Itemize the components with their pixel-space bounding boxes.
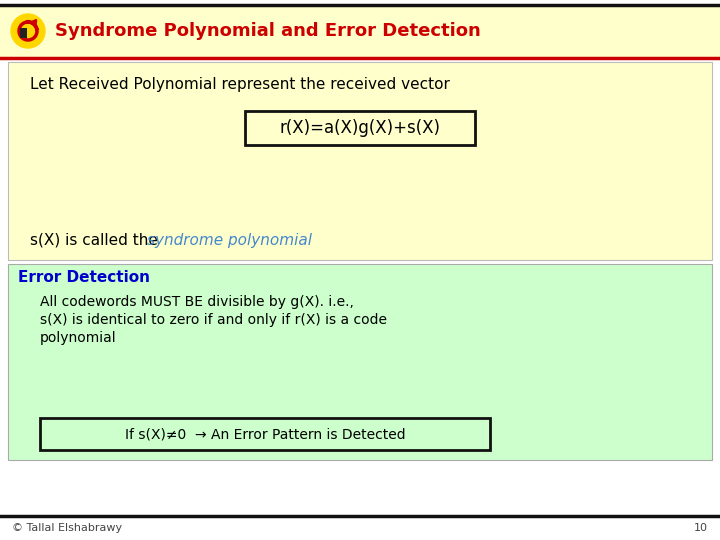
Text: © Tallal Elshabrawy: © Tallal Elshabrawy bbox=[12, 523, 122, 533]
Bar bbox=[0, 5, 720, 57]
Text: 10: 10 bbox=[694, 523, 708, 533]
Text: s(X) is identical to zero if and only if r(X) is a code: s(X) is identical to zero if and only if… bbox=[40, 313, 387, 327]
Circle shape bbox=[11, 14, 45, 48]
Text: r(X)=a(X)g(X)+s(X): r(X)=a(X)g(X)+s(X) bbox=[279, 119, 441, 137]
Bar bbox=[20, 28, 27, 38]
Bar bbox=[245, 111, 475, 145]
Text: s(X) is called the: s(X) is called the bbox=[30, 233, 163, 247]
Text: syndrome polynomial: syndrome polynomial bbox=[147, 233, 312, 247]
Bar bbox=[8, 264, 712, 460]
Text: Error Detection: Error Detection bbox=[18, 269, 150, 285]
Text: polynomial: polynomial bbox=[40, 331, 117, 345]
Text: Let Received Polynomial represent the received vector: Let Received Polynomial represent the re… bbox=[30, 78, 450, 92]
Text: If s(X)≠0  → An Error Pattern is Detected: If s(X)≠0 → An Error Pattern is Detected bbox=[125, 427, 405, 441]
Bar bbox=[8, 62, 712, 260]
Text: All codewords MUST BE divisible by g(X). i.e.,: All codewords MUST BE divisible by g(X).… bbox=[40, 295, 354, 309]
Bar bbox=[40, 418, 490, 450]
Text: Syndrome Polynomial and Error Detection: Syndrome Polynomial and Error Detection bbox=[55, 22, 481, 40]
